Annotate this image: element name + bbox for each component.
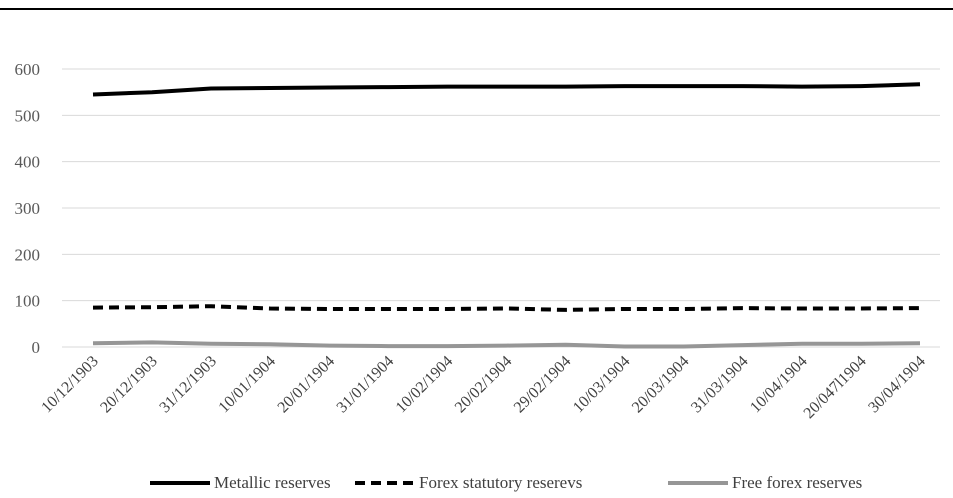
x-tick-label: 30/04/1904: [865, 353, 929, 417]
x-tick-label: 31/03/1904: [688, 353, 752, 417]
legend: Metallic reserves Forex statutory resere…: [0, 470, 953, 496]
legend-label-forex-statutory: Forex statutory reserevs: [419, 473, 583, 492]
legend-label-free-forex: Free forex reserves: [732, 473, 863, 492]
legend-item-free-forex: Free forex reserves: [668, 470, 862, 496]
y-tick-label: 0: [32, 338, 41, 357]
x-tick-label: 20/12/1903: [97, 353, 161, 417]
legend-swatch-metallic: [150, 481, 210, 485]
x-tick-label: 10/02/1904: [393, 353, 457, 417]
y-tick-label: 200: [15, 245, 41, 264]
series-line-0: [92, 82, 921, 97]
x-tick-label: 20/02/1904: [452, 353, 516, 417]
legend-swatch-forex-statutory: [355, 481, 415, 485]
legend-swatch-free-forex: [668, 481, 728, 485]
x-tick-label: 20/047l1904: [801, 353, 870, 422]
x-tick-label: 10/01/1904: [215, 353, 279, 417]
top-rule: [0, 8, 953, 10]
y-axis-ticks: 0 100 200 300 400 500 600: [15, 60, 41, 357]
y-tick-label: 300: [15, 199, 41, 218]
x-tick-label: 20/01/1904: [275, 353, 339, 417]
x-axis-ticks: 10/12/190320/12/190331/12/190310/01/1904…: [38, 353, 929, 422]
x-tick-label: 10/12/1903: [38, 353, 102, 417]
y-tick-label: 600: [15, 60, 41, 79]
x-tick-label: 29/02/1904: [511, 353, 575, 417]
legend-item-metallic: Metallic reserves: [150, 470, 331, 496]
series-line-1: [92, 304, 921, 312]
y-tick-label: 400: [15, 153, 41, 172]
series-lines: [92, 82, 921, 349]
line-chart: 0 100 200 300 400 500 600 10/12/190320/12/1903…: [15, 60, 940, 422]
gridlines: [62, 68, 940, 348]
series-line-2: [92, 340, 921, 349]
x-tick-label: 31/12/1903: [156, 353, 220, 417]
y-tick-label: 500: [15, 106, 41, 125]
x-tick-label: 10/04/1904: [747, 353, 811, 417]
legend-label-metallic: Metallic reserves: [214, 473, 331, 492]
legend-item-forex-statutory: Forex statutory reserevs: [355, 470, 582, 496]
y-tick-label: 100: [15, 292, 41, 311]
x-tick-label: 10/03/1904: [570, 353, 634, 417]
x-tick-label: 31/01/1904: [334, 353, 398, 417]
x-tick-label: 20/03/1904: [629, 353, 693, 417]
